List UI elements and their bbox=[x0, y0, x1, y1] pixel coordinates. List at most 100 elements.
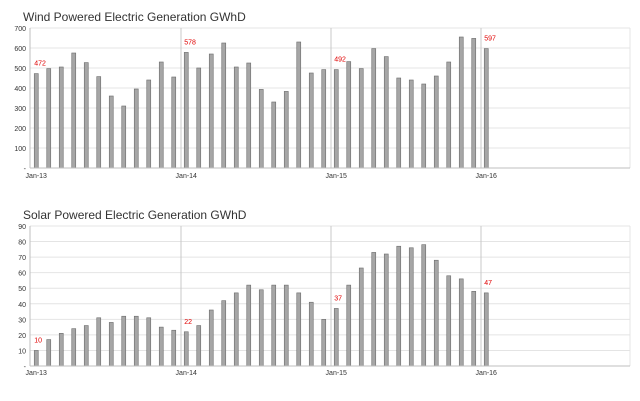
bar bbox=[158, 326, 164, 367]
y-tick-label: 700 bbox=[14, 26, 26, 33]
bar bbox=[33, 350, 39, 367]
bar bbox=[246, 62, 252, 169]
chart-title: Solar Powered Electric Generation GWhD bbox=[23, 208, 247, 222]
y-tick-label: 10 bbox=[18, 348, 26, 355]
wind-chart-plot: - 100 200 300 400 500 600 700 Jan-13 Jan-14 Jan-15… bbox=[14, 26, 631, 180]
bar bbox=[58, 333, 64, 367]
bar bbox=[421, 83, 427, 169]
y-tick-label: 90 bbox=[18, 224, 26, 231]
bar bbox=[346, 61, 352, 169]
x-tick-label: Jan-15 bbox=[326, 370, 348, 377]
bar bbox=[133, 88, 139, 169]
x-tick-label: Jan-16 bbox=[476, 173, 498, 180]
data-label: 10 bbox=[34, 337, 42, 344]
y-tick-label: - bbox=[24, 166, 27, 173]
bar bbox=[483, 48, 489, 169]
bar bbox=[233, 292, 239, 367]
bar bbox=[58, 66, 64, 169]
bar bbox=[158, 61, 164, 169]
y-tick-label: 60 bbox=[18, 271, 26, 278]
bar bbox=[321, 69, 327, 169]
y-tick-label: - bbox=[24, 364, 27, 371]
bar bbox=[421, 244, 427, 367]
bar bbox=[96, 76, 102, 169]
bar bbox=[458, 278, 464, 367]
bar bbox=[233, 66, 239, 169]
bar bbox=[471, 38, 477, 169]
data-label: 47 bbox=[484, 280, 492, 287]
data-label: 472 bbox=[34, 61, 46, 68]
bar bbox=[296, 41, 302, 169]
y-tick-label: 100 bbox=[14, 146, 26, 153]
bar bbox=[46, 68, 52, 169]
bar bbox=[371, 252, 377, 367]
bar bbox=[33, 73, 39, 169]
bar bbox=[121, 315, 127, 367]
bar bbox=[433, 75, 439, 169]
bar bbox=[396, 245, 402, 367]
bar bbox=[208, 309, 214, 367]
bar bbox=[96, 317, 102, 367]
bar bbox=[283, 284, 289, 367]
bar bbox=[333, 69, 339, 169]
bar bbox=[383, 253, 389, 367]
y-tick-label: 20 bbox=[18, 333, 26, 340]
bar bbox=[121, 105, 127, 169]
y-tick-label: 400 bbox=[14, 86, 26, 93]
bar bbox=[258, 89, 264, 169]
bar bbox=[171, 76, 177, 169]
bar bbox=[71, 328, 77, 367]
x-tick-label: Jan-16 bbox=[476, 370, 498, 377]
data-label: 37 bbox=[334, 295, 342, 302]
bar bbox=[358, 68, 364, 169]
bar bbox=[146, 79, 152, 169]
bar bbox=[183, 52, 189, 169]
bar bbox=[133, 315, 139, 367]
data-label: 22 bbox=[184, 319, 192, 326]
bar bbox=[446, 275, 452, 367]
y-tick-label: 30 bbox=[18, 317, 26, 324]
y-tick-label: 40 bbox=[18, 302, 26, 309]
bar bbox=[258, 289, 264, 367]
bar bbox=[321, 319, 327, 367]
bar bbox=[308, 301, 314, 367]
bar bbox=[471, 291, 477, 367]
chart-title: Wind Powered Electric Generation GWhD bbox=[23, 10, 246, 24]
bar bbox=[183, 331, 189, 367]
bar bbox=[483, 292, 489, 367]
bar bbox=[108, 95, 114, 169]
bar bbox=[383, 56, 389, 169]
bar bbox=[358, 267, 364, 367]
solar-chart-plot: - 10 20 30 40 50 60 70 80 90 Jan-13 Jan-14 Jan-15 Jan… bbox=[18, 224, 631, 377]
x-tick-label: Jan-15 bbox=[326, 173, 348, 180]
bar bbox=[221, 42, 227, 169]
bar bbox=[458, 36, 464, 169]
data-label: 578 bbox=[184, 39, 196, 46]
bar bbox=[208, 53, 214, 169]
y-tick-label: 200 bbox=[14, 126, 26, 133]
data-label: 597 bbox=[484, 36, 496, 43]
bar bbox=[308, 72, 314, 169]
bar bbox=[283, 91, 289, 169]
bar bbox=[433, 259, 439, 367]
bar bbox=[408, 247, 414, 367]
data-label: 492 bbox=[334, 57, 346, 64]
bar bbox=[371, 48, 377, 169]
y-tick-label: 300 bbox=[14, 106, 26, 113]
bar bbox=[396, 77, 402, 169]
bar bbox=[271, 101, 277, 169]
bar bbox=[196, 325, 202, 367]
bar bbox=[296, 292, 302, 367]
solar-chart: Solar Powered Electric Generation GWhD -… bbox=[0, 200, 640, 401]
bar bbox=[446, 61, 452, 169]
wind-chart: Wind Powered Electric Generation GWhD - 1… bbox=[0, 0, 640, 200]
y-tick-label: 50 bbox=[18, 286, 26, 293]
bar bbox=[146, 317, 152, 367]
y-tick-label: 500 bbox=[14, 66, 26, 73]
bar bbox=[333, 308, 339, 367]
bar bbox=[108, 322, 114, 367]
y-tick-label: 80 bbox=[18, 240, 26, 247]
bar bbox=[221, 300, 227, 367]
x-tick-label: Jan-13 bbox=[26, 173, 48, 180]
bar bbox=[408, 79, 414, 169]
